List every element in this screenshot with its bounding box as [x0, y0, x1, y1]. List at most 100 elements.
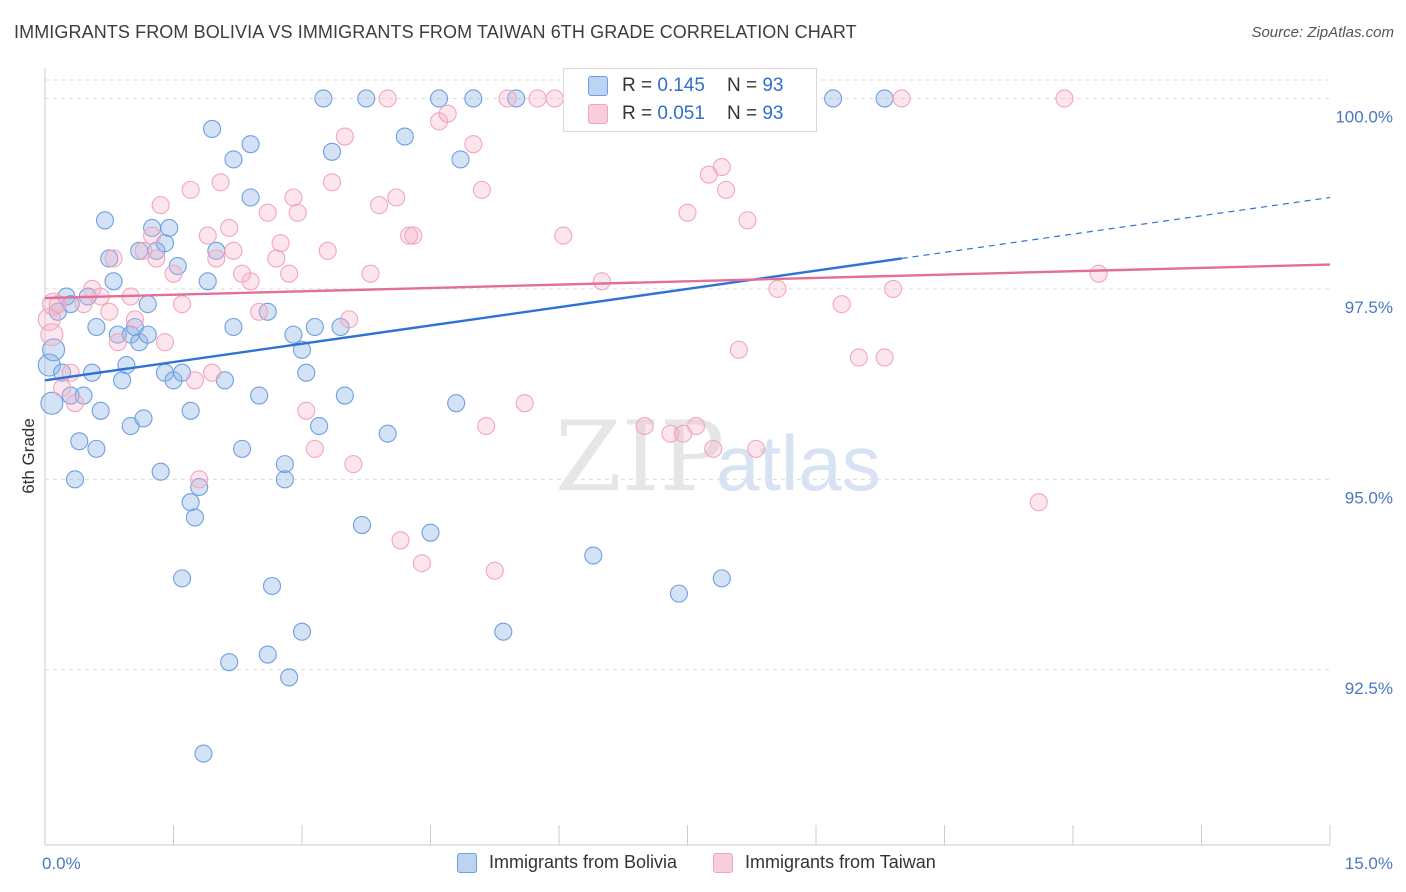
point-taiwan — [284, 188, 303, 207]
legend-swatch-bolivia — [457, 852, 477, 873]
axes — [44, 68, 1331, 846]
point-bolivia — [357, 89, 376, 108]
point-taiwan — [267, 249, 286, 268]
point-taiwan — [678, 203, 697, 222]
point-bolivia — [220, 653, 239, 672]
legend-row-taiwan: R = 0.051 N = 93 — [588, 101, 783, 127]
point-taiwan — [100, 302, 119, 321]
point-taiwan — [884, 279, 903, 298]
point-bolivia — [108, 325, 127, 344]
watermark-atlas: atlas — [716, 419, 881, 507]
legend-label-taiwan: Immigrants from Taiwan — [745, 852, 936, 872]
y-tick-label: 97.5% — [1345, 298, 1393, 317]
point-taiwan — [151, 196, 170, 215]
source-credit: Source: ZipAtlas.com — [1251, 24, 1394, 41]
legend-item-taiwan: Immigrants from Taiwan — [713, 852, 936, 873]
point-taiwan — [849, 348, 868, 367]
point-taiwan — [370, 196, 389, 215]
point-bolivia — [250, 386, 269, 405]
y-tick-label: 95.0% — [1345, 488, 1393, 507]
point-bolivia — [824, 89, 843, 108]
point-taiwan — [635, 416, 654, 436]
point-taiwan — [173, 295, 192, 314]
point-taiwan — [768, 279, 787, 298]
point-bolivia — [151, 462, 170, 481]
point-taiwan — [716, 180, 736, 199]
point-taiwan — [545, 89, 564, 108]
point-bolivia — [284, 325, 303, 344]
point-taiwan — [108, 333, 127, 352]
point-bolivia — [37, 353, 61, 377]
legend-item-bolivia: Immigrants from Bolivia — [457, 852, 677, 873]
point-taiwan — [1029, 493, 1048, 512]
point-taiwan — [185, 371, 204, 390]
point-taiwan — [464, 135, 483, 154]
point-bolivia — [322, 142, 342, 161]
legend-swatch-taiwan — [713, 852, 734, 873]
point-bolivia — [95, 211, 115, 230]
point-bolivia — [181, 401, 200, 420]
point-taiwan — [305, 439, 324, 458]
point-bolivia — [224, 317, 243, 337]
series-bolivia-points — [37, 89, 894, 763]
point-taiwan — [661, 424, 680, 443]
legend-n-label: N = — [726, 103, 758, 124]
point-bolivia — [181, 493, 200, 512]
point-bolivia — [464, 89, 483, 108]
point-bolivia — [875, 89, 894, 108]
point-taiwan — [65, 394, 85, 413]
point-bolivia — [138, 295, 157, 314]
point-taiwan — [104, 249, 123, 268]
point-taiwan — [404, 226, 423, 245]
point-bolivia — [378, 424, 397, 443]
point-bolivia — [87, 439, 106, 458]
point-taiwan — [164, 264, 183, 283]
point-bolivia — [335, 386, 354, 405]
legend-r-value: 0.051 — [657, 103, 705, 124]
point-taiwan — [746, 439, 766, 458]
point-taiwan — [498, 89, 517, 108]
legend-label-bolivia: Immigrants from Bolivia — [489, 852, 678, 872]
point-bolivia — [87, 317, 106, 337]
point-taiwan — [280, 264, 299, 283]
point-bolivia — [275, 470, 294, 489]
point-taiwan — [1089, 264, 1108, 283]
point-bolivia — [292, 340, 312, 359]
legend-r-label: R = — [622, 103, 653, 124]
legend-n-label: N = — [726, 75, 758, 96]
point-taiwan — [400, 226, 419, 245]
point-taiwan — [211, 173, 230, 192]
point-bolivia — [198, 272, 217, 291]
point-bolivia — [712, 569, 731, 588]
point-taiwan — [224, 241, 243, 260]
legend-swatch-taiwan — [588, 104, 608, 124]
point-bolivia — [203, 119, 222, 138]
point-taiwan — [340, 310, 359, 329]
point-taiwan — [515, 394, 534, 413]
point-taiwan — [318, 241, 337, 260]
point-taiwan — [190, 470, 209, 489]
point-taiwan — [125, 310, 144, 329]
y-tick-label: 100.0% — [1335, 107, 1393, 126]
point-bolivia — [447, 394, 466, 413]
trend-line-bolivia-extension — [901, 196, 1331, 260]
point-taiwan — [687, 416, 706, 436]
point-bolivia — [241, 135, 260, 154]
point-bolivia — [104, 272, 123, 291]
point-taiwan — [528, 89, 547, 108]
legend-row-bolivia: R = 0.145 N = 93 — [588, 73, 783, 99]
chart-title: IMMIGRANTS FROM BOLIVIA VS IMMIGRANTS FR… — [14, 22, 857, 42]
point-taiwan — [147, 249, 166, 268]
legend-n-value: 93 — [762, 75, 784, 96]
point-bolivia — [395, 127, 414, 146]
point-bolivia — [190, 477, 209, 497]
point-taiwan — [181, 180, 200, 199]
point-bolivia — [61, 295, 80, 314]
legend-r-label: R = — [622, 75, 653, 96]
point-bolivia — [113, 371, 132, 390]
point-bolivia — [430, 89, 449, 108]
point-bolivia — [275, 455, 294, 474]
point-taiwan — [738, 211, 757, 230]
point-taiwan — [198, 226, 217, 245]
